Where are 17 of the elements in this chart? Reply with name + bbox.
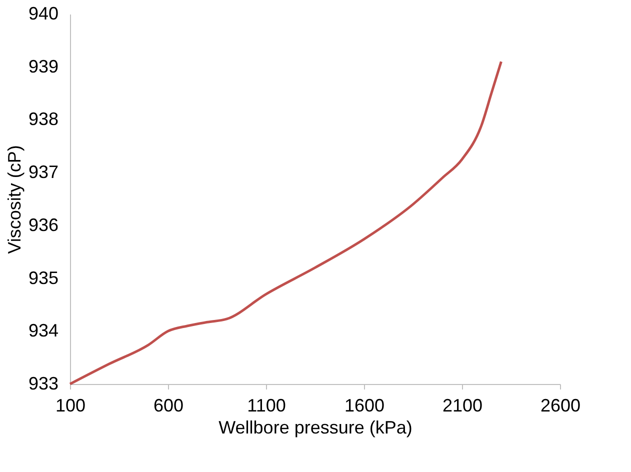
x-tick-label: 2100 <box>442 396 483 416</box>
line-series <box>68 60 502 386</box>
y-axis-title: Viscosity (cP) <box>4 145 24 254</box>
y-tick-label: 939 <box>28 56 58 76</box>
y-tick-label: 934 <box>28 320 58 341</box>
y-tick-label: 935 <box>28 268 58 288</box>
x-tick-label: 2600 <box>540 396 581 416</box>
y-tick-label: 940 <box>28 4 58 24</box>
y-tick-label: 933 <box>28 374 58 394</box>
x-tick-label: 100 <box>55 396 86 416</box>
x-tick-label: 1600 <box>344 396 385 416</box>
x-axis-title: Wellbore pressure (kPa) <box>218 418 412 438</box>
y-tick-label: 936 <box>28 214 58 235</box>
y-tick-label: 937 <box>28 162 58 182</box>
x-tick-label: 600 <box>153 396 184 416</box>
y-tick-label: 938 <box>28 109 58 130</box>
x-tick-label: 1100 <box>247 396 286 416</box>
